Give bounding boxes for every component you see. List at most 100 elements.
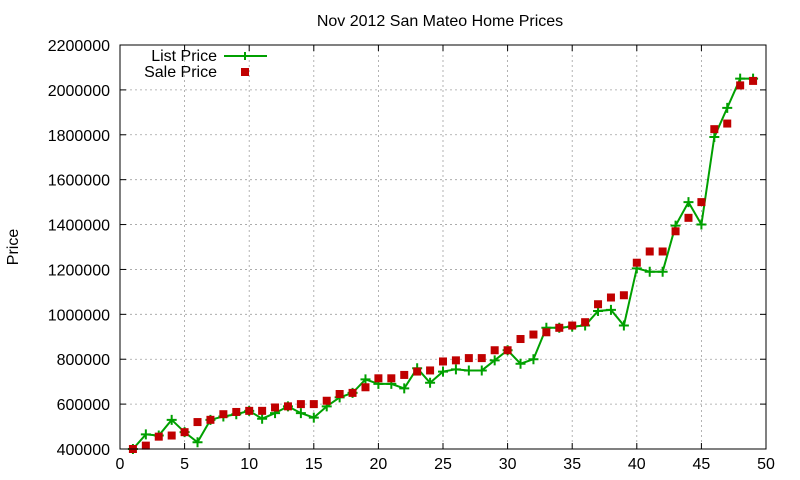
x-tick-label: 40 [628, 456, 646, 473]
list-price-point [450, 364, 461, 375]
sale-price-point [568, 321, 577, 330]
sale-price-point [594, 300, 603, 309]
list-price-point [295, 408, 306, 419]
sale-price-point [736, 81, 745, 90]
list-price-point [696, 219, 707, 230]
sale-price-point [710, 125, 719, 134]
sale-price-point [632, 258, 641, 267]
list-price-point [425, 377, 436, 388]
sale-price-point [658, 247, 667, 256]
sale-price-point [619, 291, 628, 300]
sale-price-point [555, 323, 564, 332]
sale-price-point [413, 367, 422, 376]
sale-price-point [335, 390, 344, 399]
list-price-point [257, 413, 268, 424]
x-tick-label: 0 [116, 456, 125, 473]
sale-price-point [283, 402, 292, 411]
sale-price-point [348, 388, 357, 397]
list-price-point [308, 412, 319, 423]
x-tick-labels: 0 5 10 15 20 25 30 35 40 45 50 [116, 456, 775, 473]
list-price-point [644, 266, 655, 277]
sale-price-point [503, 346, 512, 355]
list-price-point [166, 414, 177, 425]
sale-price-point [606, 293, 615, 302]
y-tick-label: 600000 [57, 397, 110, 414]
sale-price-point [245, 406, 254, 415]
sale-price-point [154, 432, 163, 441]
sale-price-point [206, 415, 215, 424]
sale-price-point [529, 330, 538, 339]
sale-price-point [684, 213, 693, 222]
sale-price-point [193, 418, 202, 427]
y-tick-label: 1400000 [48, 218, 110, 235]
x-tick-label: 20 [370, 456, 388, 473]
sale-price-point [490, 346, 499, 355]
sale-price-point [542, 328, 551, 337]
list-price-point [515, 358, 526, 369]
list-price-point [683, 197, 694, 208]
x-tick-label: 35 [563, 456, 581, 473]
sale-price-point [271, 403, 280, 412]
legend-marker-sale-price [241, 68, 249, 76]
x-tick-label: 5 [180, 456, 189, 473]
list-price-point [489, 355, 500, 366]
sale-price-point [141, 441, 150, 450]
x-tick-label: 50 [757, 456, 775, 473]
legend: List Price Sale Price [144, 48, 267, 81]
y-tick-label: 1000000 [48, 307, 110, 324]
x-tick-label: 15 [305, 456, 323, 473]
sale-price-point [180, 428, 189, 437]
y-tick-label: 1800000 [48, 128, 110, 145]
list-price-line [132, 77, 754, 450]
list-price-point [399, 383, 410, 394]
legend-marker-list-price [241, 52, 249, 60]
sale-price-point [387, 374, 396, 383]
sale-price-point [697, 198, 706, 207]
plot-frame [119, 44, 767, 450]
y-tick-label: 800000 [57, 352, 110, 369]
list-price-point [528, 354, 539, 365]
y-tick-labels: 400000 600000 800000 1000000 1200000 1400000 1… [48, 38, 110, 459]
sale-price-point [296, 400, 305, 409]
sale-price-point [749, 76, 758, 85]
list-price-point [722, 102, 733, 113]
list-price-point [657, 266, 668, 277]
legend-label-sale-price: Sale Price [144, 64, 217, 81]
sale-price-point [439, 357, 447, 366]
x-tick-label: 10 [240, 456, 258, 473]
sale-price-point [645, 247, 654, 256]
x-tick-label: 25 [434, 456, 452, 473]
sale-price-point [258, 406, 267, 415]
x-tick-label: 30 [499, 456, 517, 473]
sale-price-point [374, 374, 383, 383]
sale-price-point [581, 318, 590, 327]
sale-price-point [464, 354, 473, 363]
y-axis-label: Price [5, 229, 22, 266]
sale-price-point [232, 407, 241, 416]
y-tick-label: 2000000 [48, 83, 110, 100]
sale-price-point [723, 119, 732, 128]
list-price-point [463, 365, 474, 376]
list-price-point [140, 429, 151, 440]
sale-price-point [451, 356, 460, 365]
y-tick-label: 1200000 [48, 262, 110, 279]
sale-price-point [400, 370, 409, 379]
sale-price-point [309, 400, 318, 409]
x-tick-label: 45 [693, 456, 711, 473]
sale-price-point [167, 431, 176, 440]
list-price-point [618, 320, 629, 331]
sale-price-point [322, 396, 331, 405]
list-price-point [360, 374, 371, 385]
sale-price-point [361, 383, 370, 392]
y-tick-label: 1600000 [48, 173, 110, 190]
sale-price-point [516, 335, 525, 344]
sale-price-point [671, 227, 680, 236]
y-tick-label: 2200000 [48, 38, 110, 55]
sale-price-point [477, 354, 486, 363]
y-tick-label: 400000 [57, 442, 110, 459]
list-price-point [438, 366, 448, 377]
legend-label-list-price: List Price [151, 48, 217, 65]
list-price-point [192, 437, 203, 448]
list-price-point [476, 365, 487, 376]
